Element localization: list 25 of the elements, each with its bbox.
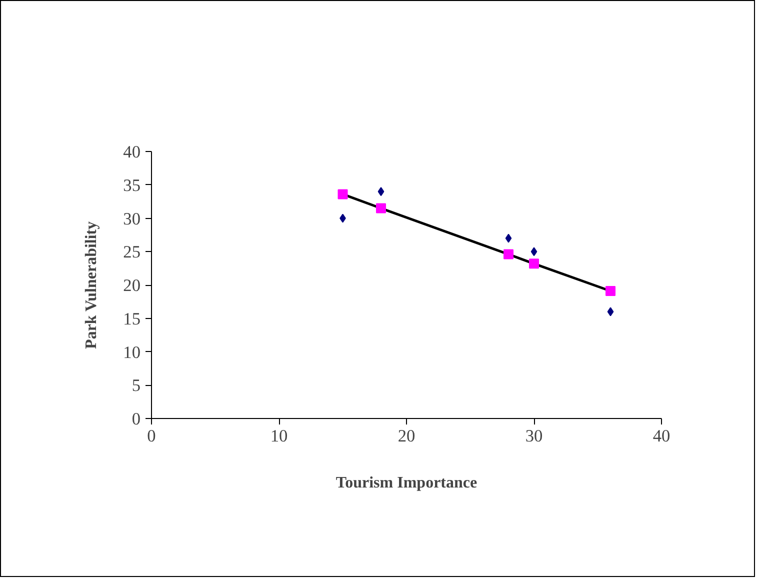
x-tick-label: 30 [525,426,543,446]
y-tick-label: 20 [123,276,140,295]
point [505,234,512,243]
y-tick-label: 0 [132,410,141,428]
y-tick-label: 5 [132,376,141,396]
point [607,307,614,316]
point [376,203,386,214]
y-tick-label: 10 [123,342,140,362]
x-tick-label: 20 [398,426,416,446]
point [504,249,514,260]
y-tick-label: 35 [123,176,140,195]
y-tick-label: 25 [123,242,140,262]
point [378,187,384,196]
x-tick-label: 10 [270,426,288,446]
x-axis-title: Tourism Importance [336,474,478,492]
point [529,258,539,269]
point [338,189,348,200]
y-tick-label: 15 [123,309,140,328]
x-tick-label: 0 [147,426,156,446]
x-tick-label: 40 [652,426,670,446]
y-axis-title: Park Vulnerability [83,221,100,349]
y-tick-label: 40 [123,142,140,162]
point [530,247,538,256]
y-tick-label: 30 [123,209,140,228]
point [606,286,616,296]
